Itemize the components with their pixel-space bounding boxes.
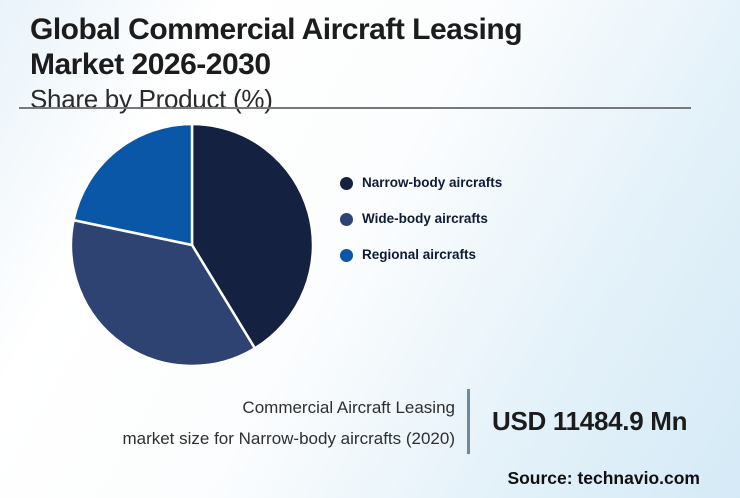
pie-chart bbox=[69, 122, 315, 368]
caption-line-1: Commercial Aircraft Leasing bbox=[242, 398, 455, 417]
legend-label: Narrow-body aircrafts bbox=[362, 175, 503, 190]
market-size-caption: Commercial Aircraft Leasing market size … bbox=[60, 392, 455, 454]
legend-item-regional-aircrafts: Regional aircrafts bbox=[340, 248, 502, 262]
caption-value-divider-line bbox=[467, 389, 470, 454]
legend-swatch-icon bbox=[340, 212, 353, 226]
page-title: Global Commercial Aircraft Leasing Market… bbox=[30, 12, 710, 82]
header: Global Commercial Aircraft Leasing Market… bbox=[30, 12, 710, 114]
pie-slice-narrow-body-aircrafts bbox=[190, 122, 315, 350]
title-line-1: Global Commercial Aircraft Leasing bbox=[30, 13, 523, 46]
legend: Narrow-body aircrafts Wide-body aircraft… bbox=[340, 176, 502, 262]
legend-swatch-icon bbox=[340, 248, 353, 262]
market-size-value: USD 11484.9 Mn bbox=[492, 406, 688, 436]
caption-line-2: market size for Narrow-body aircrafts (2… bbox=[122, 429, 455, 448]
legend-label: Wide-body aircrafts bbox=[362, 211, 488, 226]
legend-item-narrow-body-aircrafts: Narrow-body aircrafts bbox=[340, 176, 502, 190]
legend-swatch-icon bbox=[340, 176, 353, 190]
page-subtitle: Share by Product (%) bbox=[30, 84, 273, 114]
legend-item-wide-body-aircrafts: Wide-body aircrafts bbox=[340, 212, 502, 226]
pie-slice-regional-aircrafts bbox=[72, 122, 194, 247]
source-credit: Source: technavio.com bbox=[507, 468, 700, 488]
header-divider-line bbox=[19, 107, 691, 109]
pie-slice-wide-body-aircrafts bbox=[69, 218, 257, 368]
title-line-2: Market 2026-2030 bbox=[30, 48, 271, 81]
legend-label: Regional aircrafts bbox=[362, 247, 477, 262]
